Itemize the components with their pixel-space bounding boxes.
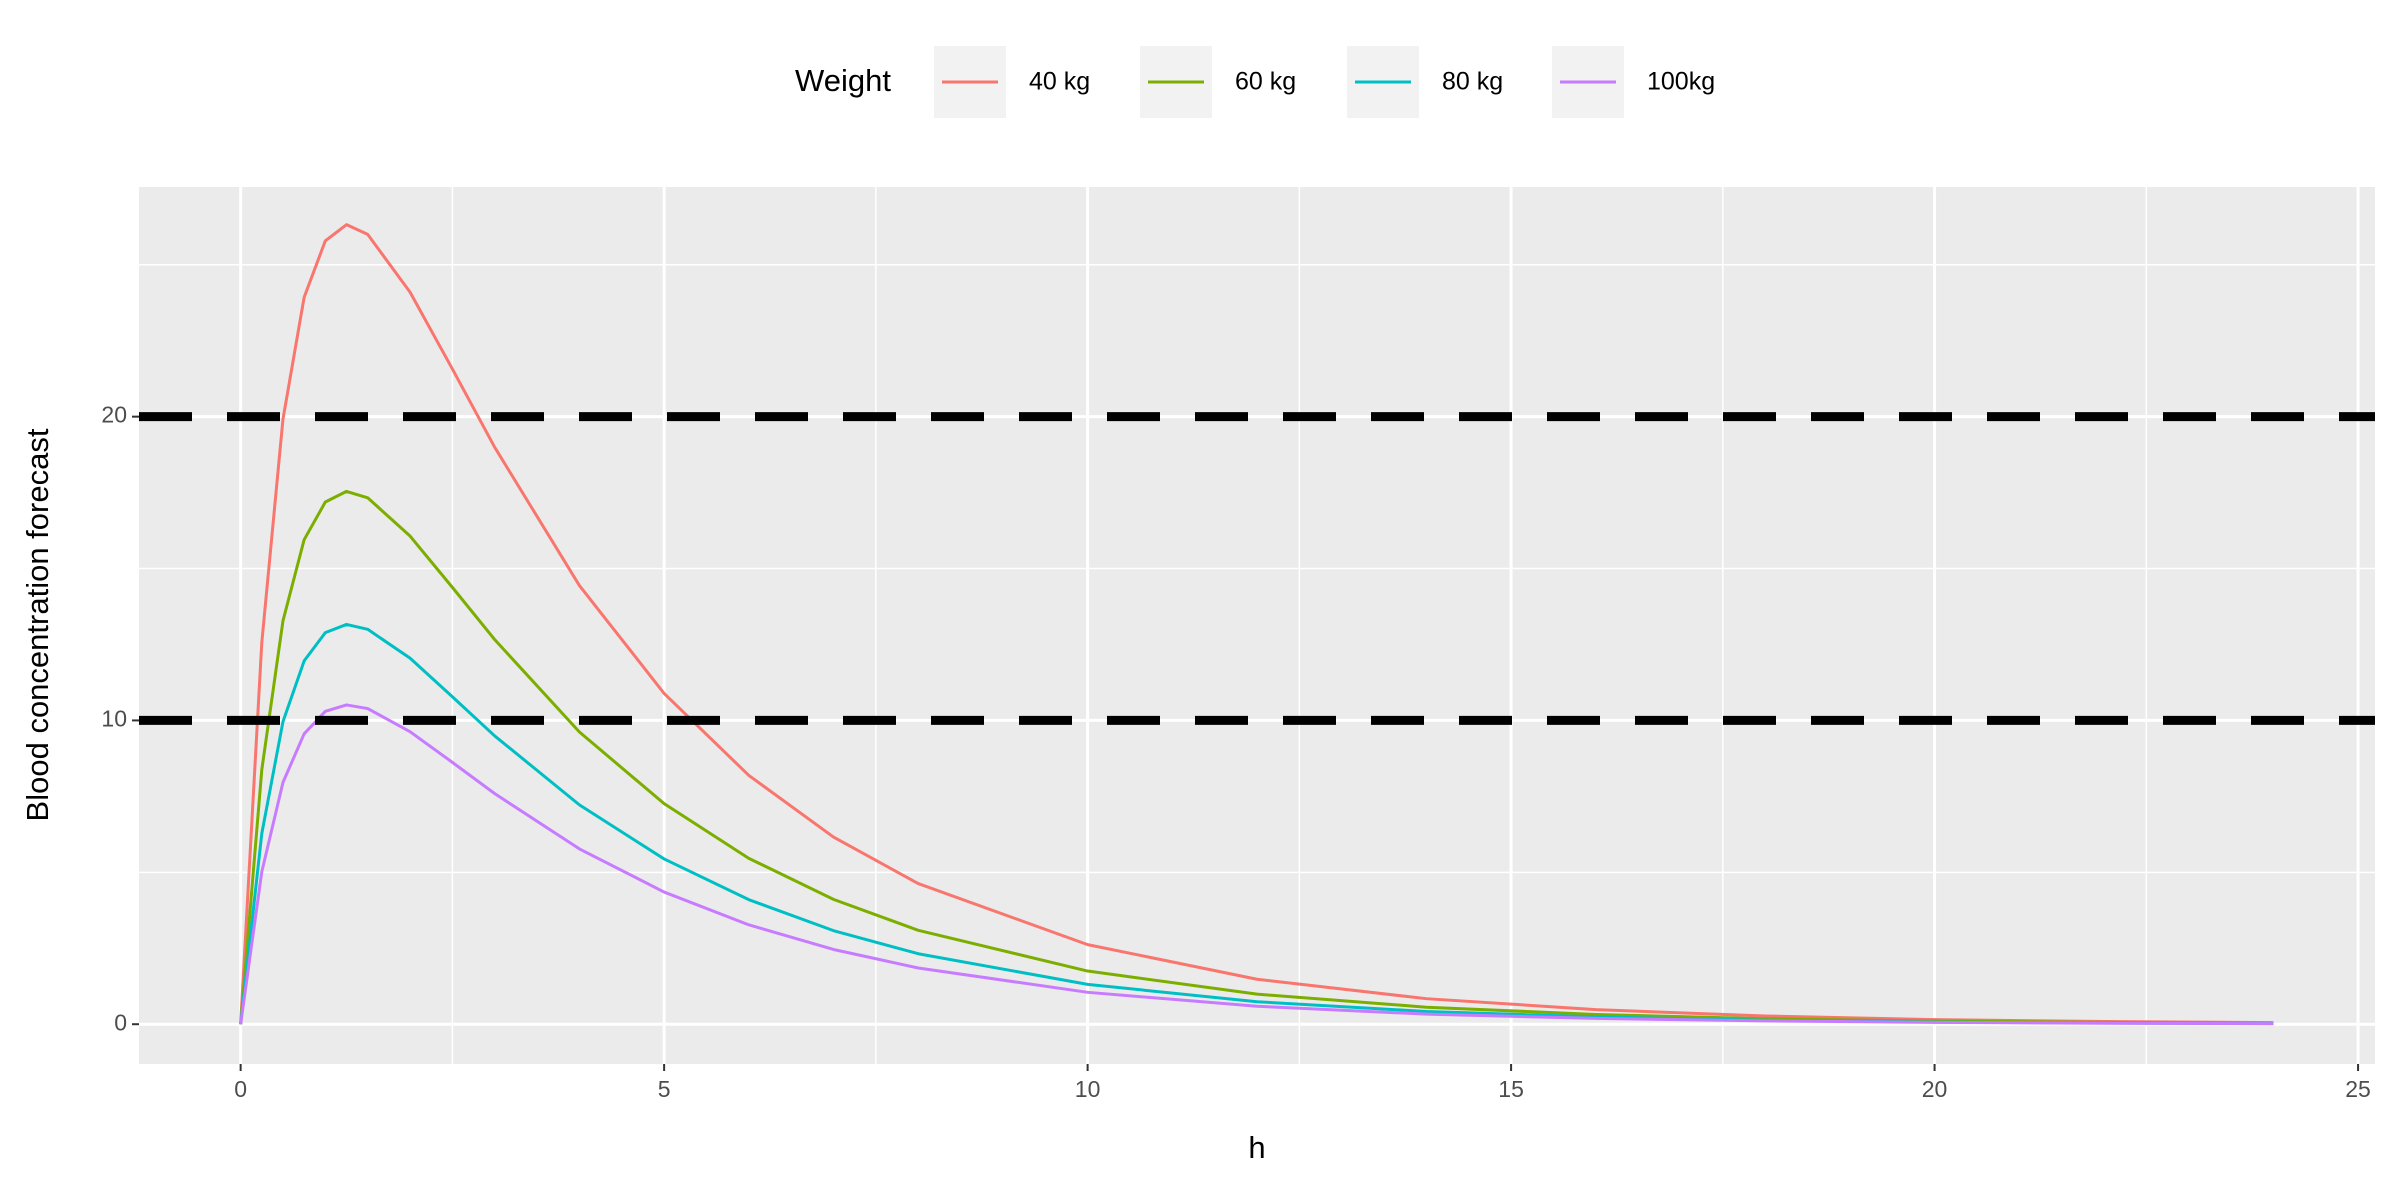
y-tick-label: 0 <box>114 1009 127 1035</box>
x-tick-label: 15 <box>1498 1076 1524 1102</box>
legend-label: 40 kg <box>1029 68 1090 96</box>
y-tick-label: 20 <box>101 402 127 428</box>
legend-label: 80 kg <box>1442 68 1503 96</box>
panel <box>139 187 2375 1064</box>
legend-label: 100kg <box>1647 68 1715 96</box>
legend: 40 kg 60 kg 80 kg 100kg <box>934 46 1715 118</box>
x-tick-label: 5 <box>658 1076 671 1102</box>
y-axis-title: Blood concentration forecast <box>20 428 55 821</box>
series-line <box>239 223 2274 1025</box>
grid <box>139 187 2375 1064</box>
plot-area <box>139 223 2375 1026</box>
x-axis-title: h <box>1248 1130 1265 1165</box>
y-tick-label: 10 <box>101 706 127 732</box>
x-tick-label: 25 <box>2345 1076 2371 1102</box>
x-tick-label: 20 <box>1922 1076 1948 1102</box>
x-tick-label: 0 <box>234 1076 247 1102</box>
x-tick-label: 10 <box>1075 1076 1101 1102</box>
legend-label: 60 kg <box>1235 68 1296 96</box>
legend-title: Weight <box>795 63 891 98</box>
series-line <box>239 489 2274 1025</box>
